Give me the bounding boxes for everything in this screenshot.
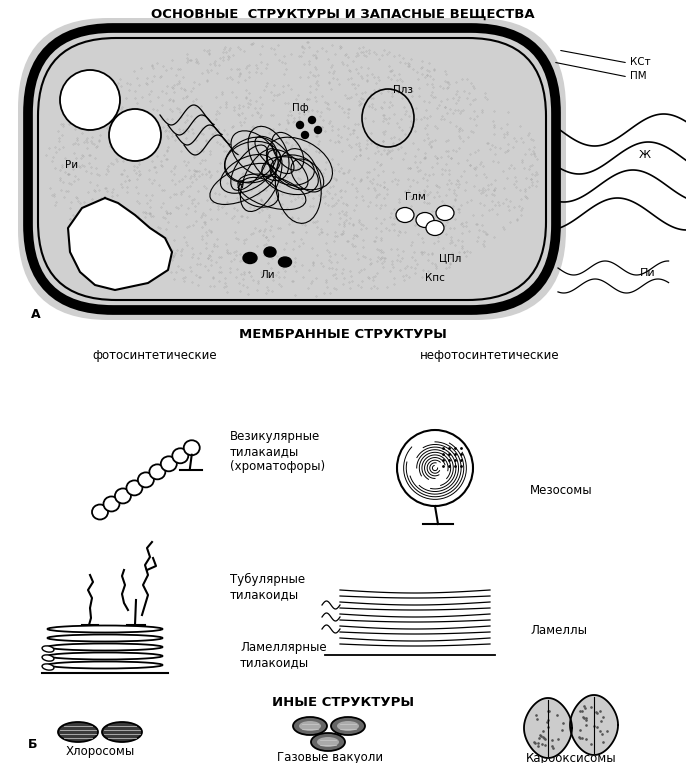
Ellipse shape bbox=[293, 717, 327, 735]
Ellipse shape bbox=[109, 109, 161, 161]
Ellipse shape bbox=[58, 722, 98, 742]
Text: S: S bbox=[86, 94, 95, 107]
Text: Кпс: Кпс bbox=[425, 273, 445, 283]
Ellipse shape bbox=[138, 472, 154, 488]
Ellipse shape bbox=[92, 504, 108, 520]
Text: фотосинтетические: фотосинтетические bbox=[93, 349, 217, 362]
Ellipse shape bbox=[42, 664, 54, 670]
Ellipse shape bbox=[42, 655, 54, 661]
Ellipse shape bbox=[337, 721, 359, 731]
Ellipse shape bbox=[161, 456, 177, 472]
Ellipse shape bbox=[104, 497, 119, 511]
Text: КСт: КСт bbox=[630, 57, 650, 67]
Text: Тубулярные
тилакоиды: Тубулярные тилакоиды bbox=[230, 573, 305, 601]
Ellipse shape bbox=[279, 257, 292, 267]
Text: ИНЫЕ СТРУКТУРЫ: ИНЫЕ СТРУКТУРЫ bbox=[272, 697, 414, 710]
Ellipse shape bbox=[47, 662, 163, 668]
Text: А: А bbox=[31, 308, 40, 321]
Text: МЕМБРАННЫЕ СТРУКТУРЫ: МЕМБРАННЫЕ СТРУКТУРЫ bbox=[239, 329, 447, 342]
Ellipse shape bbox=[126, 481, 143, 495]
Text: Глм: Глм bbox=[405, 192, 425, 202]
Text: Я: Я bbox=[236, 180, 244, 190]
Text: Б: Б bbox=[28, 739, 38, 752]
Text: Ж: Ж bbox=[639, 150, 651, 160]
Text: Мезосомы: Мезосомы bbox=[530, 484, 593, 497]
Text: ОСНОВНЫЕ  СТРУКТУРЫ И ЗАПАСНЫЕ ВЕЩЕСТВА: ОСНОВНЫЕ СТРУКТУРЫ И ЗАПАСНЫЕ ВЕЩЕСТВА bbox=[151, 8, 535, 21]
Ellipse shape bbox=[309, 117, 316, 124]
Polygon shape bbox=[570, 695, 618, 755]
Ellipse shape bbox=[150, 465, 165, 479]
Text: Ли: Ли bbox=[261, 270, 275, 280]
Ellipse shape bbox=[172, 449, 188, 463]
Ellipse shape bbox=[299, 721, 321, 731]
Text: Ламеллы: Ламеллы bbox=[530, 623, 587, 636]
Ellipse shape bbox=[60, 70, 120, 130]
Ellipse shape bbox=[47, 652, 163, 659]
Ellipse shape bbox=[264, 247, 276, 257]
Text: S: S bbox=[130, 128, 139, 141]
Ellipse shape bbox=[416, 213, 434, 227]
Ellipse shape bbox=[184, 440, 200, 456]
Ellipse shape bbox=[317, 737, 339, 747]
Text: Хлоросомы: Хлоросомы bbox=[65, 745, 134, 758]
Ellipse shape bbox=[243, 253, 257, 263]
Text: Пф: Пф bbox=[292, 103, 309, 113]
Text: Газовые вакуоли: Газовые вакуоли bbox=[277, 752, 383, 763]
Polygon shape bbox=[68, 198, 172, 290]
FancyBboxPatch shape bbox=[18, 18, 566, 320]
Ellipse shape bbox=[102, 722, 142, 742]
Text: Пи: Пи bbox=[640, 268, 656, 278]
Ellipse shape bbox=[314, 127, 322, 134]
Ellipse shape bbox=[42, 645, 54, 652]
Text: Ламеллярные
тилакоиды: Ламеллярные тилакоиды bbox=[240, 641, 327, 669]
Text: Ри: Ри bbox=[65, 160, 79, 170]
Text: Везикулярные
тилакаиды
(хроматофоры): Везикулярные тилакаиды (хроматофоры) bbox=[230, 430, 325, 473]
Ellipse shape bbox=[47, 643, 163, 651]
Ellipse shape bbox=[397, 430, 473, 506]
Ellipse shape bbox=[296, 121, 303, 128]
Text: Карбоксисомы: Карбоксисомы bbox=[525, 752, 616, 763]
Text: Плз: Плз bbox=[393, 85, 413, 95]
Ellipse shape bbox=[396, 208, 414, 223]
Text: ПГМ: ПГМ bbox=[106, 242, 130, 252]
Ellipse shape bbox=[47, 635, 163, 642]
Text: нефотосинтетические: нефотосинтетические bbox=[421, 349, 560, 362]
Ellipse shape bbox=[47, 626, 163, 633]
Ellipse shape bbox=[426, 221, 444, 236]
Ellipse shape bbox=[331, 717, 365, 735]
Text: ЦПл: ЦПл bbox=[439, 253, 461, 263]
Text: ПМ: ПМ bbox=[630, 71, 647, 81]
Polygon shape bbox=[524, 698, 572, 758]
Ellipse shape bbox=[436, 205, 454, 221]
Ellipse shape bbox=[115, 488, 131, 504]
Ellipse shape bbox=[302, 131, 309, 139]
Ellipse shape bbox=[311, 733, 345, 751]
